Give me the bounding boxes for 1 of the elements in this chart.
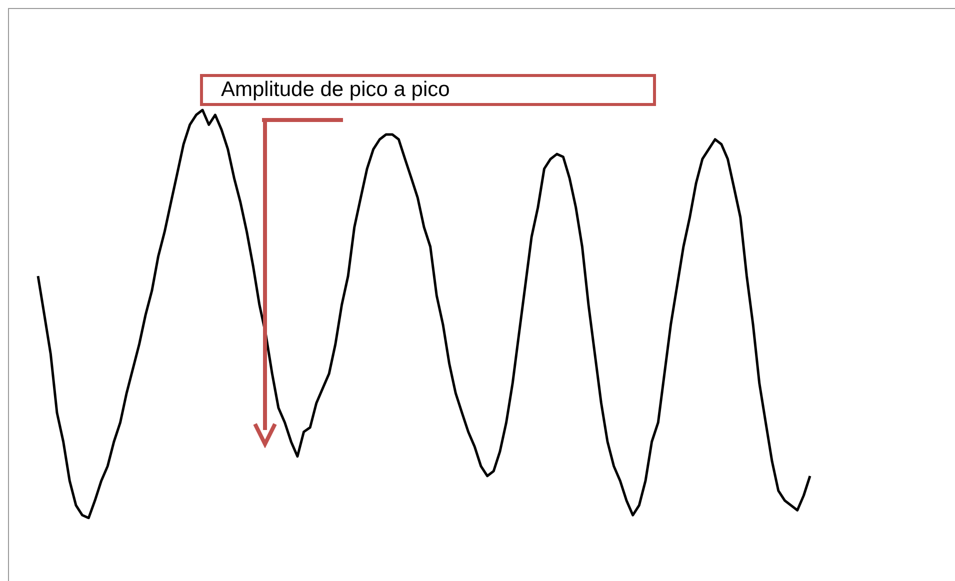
text: Amplitude de pico a pico (200, 74, 656, 106)
